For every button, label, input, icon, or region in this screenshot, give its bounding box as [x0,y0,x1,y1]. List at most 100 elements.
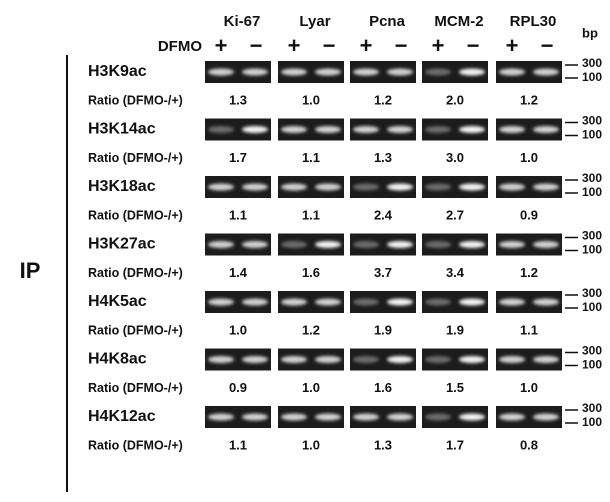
gel-band [533,184,559,191]
size-marker: 300 [582,286,602,300]
gel-band [499,126,525,133]
gel-band [459,69,485,76]
ratio-value: 1.2 [374,92,392,107]
gel-band [425,241,451,248]
ratio-label: Ratio (DFMO-/+) [88,438,183,452]
dfmo-sign: + [506,33,519,58]
gel-band [387,299,413,306]
size-marker: 100 [582,185,602,199]
gel-band [499,241,525,248]
ratio-value: 1.6 [302,265,320,280]
histone-mark: H3K27ac [88,236,156,253]
ratio-value: 1.5 [446,380,464,395]
gel-band [315,184,341,191]
gel-band [387,126,413,133]
gel-band [353,299,379,306]
gel-band [387,69,413,76]
gel-band [533,414,559,421]
gel-band [353,241,379,248]
ratio-value: 0.9 [520,207,538,222]
gel-band [242,241,268,248]
size-marker: 100 [582,415,602,429]
size-bracket [565,123,578,136]
size-marker: 300 [582,171,602,185]
gel-band [499,184,525,191]
ratio-value: 3.7 [374,265,392,280]
gel-band [315,414,341,421]
gel-band [353,69,379,76]
dfmo-sign: − [250,33,263,58]
size-marker: 300 [582,114,602,128]
gel-band [281,69,307,76]
ratio-label: Ratio (DFMO-/+) [88,381,183,395]
histone-mark: H3K18ac [88,178,156,195]
ratio-value: 1.3 [374,437,392,452]
ratio-value: 0.8 [520,437,538,452]
gel-band [315,356,341,363]
gel-band [281,299,307,306]
gel-band [315,126,341,133]
histone-mark: H3K9ac [88,63,147,80]
size-marker: 100 [582,300,602,314]
ratio-value: 1.2 [520,92,538,107]
gel-band [499,69,525,76]
histone-mark: H4K12ac [88,408,156,425]
gel-band [459,414,485,421]
size-bracket [565,65,578,78]
dfmo-sign: − [395,33,408,58]
gel-band [387,414,413,421]
gel-band [208,184,234,191]
gel-band [353,356,379,363]
ratio-value: 1.9 [446,322,464,337]
dfmo-sign: − [467,33,480,58]
gel-band [533,126,559,133]
gel-band [425,414,451,421]
size-bracket [565,238,578,251]
gel-band [533,356,559,363]
gel-band [242,184,268,191]
gel-band [242,69,268,76]
ratio-value: 1.1 [302,207,320,222]
ratio-label: Ratio (DFMO-/+) [88,208,183,222]
gel-band [499,414,525,421]
ratio-value: 1.7 [446,437,464,452]
ratio-value: 2.0 [446,92,464,107]
ratio-value: 0.9 [229,380,247,395]
gel-band [425,69,451,76]
gel-band [242,299,268,306]
size-marker: 100 [582,243,602,257]
gel-band [533,241,559,248]
figure: IP bp DFMO Ki-67+−Lyar+−Pcna+−MCM-2+−RPL… [0,0,610,497]
ratio-value: 1.6 [374,380,392,395]
ratio-value: 1.2 [520,265,538,280]
ratio-value: 1.1 [229,207,247,222]
ratio-label: Ratio (DFMO-/+) [88,323,183,337]
gel-band [425,184,451,191]
gel-band [208,414,234,421]
gel-band [533,299,559,306]
gene-label: Pcna [369,13,406,30]
ratio-value: 3.0 [446,150,464,165]
ratio-value: 1.0 [229,322,247,337]
ratio-value: 1.0 [302,437,320,452]
gel-band [533,69,559,76]
ratio-value: 1.7 [229,150,247,165]
dfmo-sign: + [215,33,228,58]
ratio-value: 1.1 [520,322,538,337]
ratio-value: 1.3 [229,92,247,107]
gel-band [281,414,307,421]
size-marker: 300 [582,401,602,415]
gel-band [387,241,413,248]
gel-band [387,356,413,363]
ratio-value: 1.1 [229,437,247,452]
gel-band [459,241,485,248]
gel-band [425,126,451,133]
gel-band [208,69,234,76]
size-bracket [565,410,578,423]
ratio-value: 3.4 [446,265,465,280]
size-marker: 100 [582,358,602,372]
ratio-value: 2.4 [374,207,393,222]
gel-band [281,356,307,363]
ratio-label: Ratio (DFMO-/+) [88,266,183,280]
dfmo-sign: + [432,33,445,58]
